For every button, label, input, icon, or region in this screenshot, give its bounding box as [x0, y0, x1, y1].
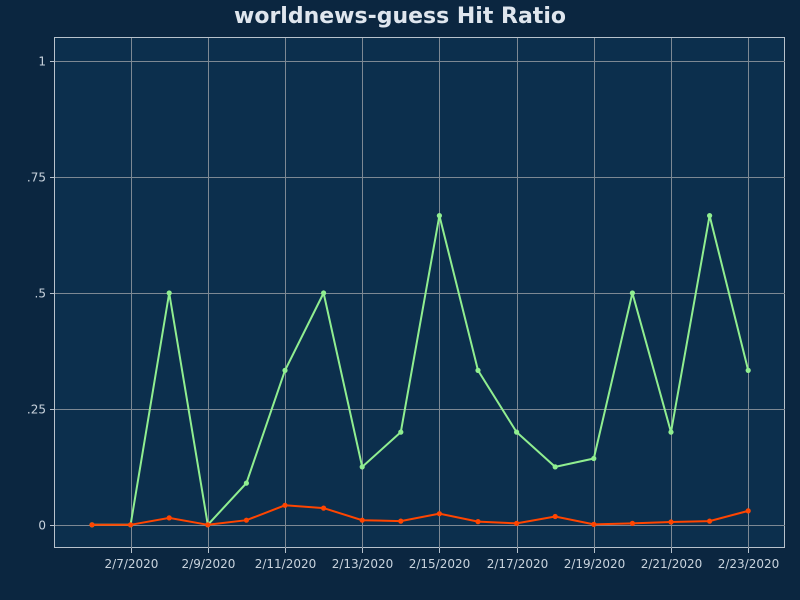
data-point-2	[128, 522, 134, 528]
data-point-2	[745, 508, 751, 514]
data-point-2	[668, 519, 674, 525]
x-tick-label: 2/15/2020	[409, 557, 471, 571]
x-tick-label: 2/7/2020	[105, 557, 159, 571]
y-tick-label: 0	[38, 519, 46, 533]
x-tick-label: 2/11/2020	[255, 557, 317, 571]
x-tick-label: 2/9/2020	[182, 557, 236, 571]
data-point-1	[591, 455, 597, 462]
data-point-2	[321, 505, 327, 511]
data-point-1	[552, 464, 558, 470]
data-point-1	[514, 429, 520, 435]
data-point-2	[552, 513, 558, 520]
data-point-1	[166, 290, 172, 296]
data-point-2	[436, 511, 442, 517]
data-point-1	[745, 367, 751, 373]
data-point-1	[707, 213, 713, 219]
y-tick-label: .75	[27, 171, 46, 185]
y-tick-label: .25	[27, 403, 46, 417]
data-point-2	[514, 520, 520, 527]
data-point-2	[398, 518, 404, 524]
chart-title: worldnews-guess Hit Ratio	[234, 4, 566, 29]
data-point-2	[89, 522, 95, 528]
data-point-2	[629, 520, 636, 527]
data-point-1	[282, 367, 288, 373]
x-tick-label: 2/21/2020	[641, 557, 703, 571]
data-point-1	[436, 213, 442, 219]
x-tick-label: 2/23/2020	[718, 557, 780, 571]
data-point-1	[321, 290, 327, 296]
data-point-2	[166, 515, 172, 521]
data-point-1	[243, 480, 249, 486]
data-point-1	[398, 429, 404, 435]
series-group	[89, 213, 751, 528]
data-point-2	[243, 517, 249, 523]
data-point-1	[668, 429, 674, 435]
data-point-2	[591, 521, 597, 528]
y-tick-label: .5	[35, 287, 46, 301]
plot-area	[54, 37, 785, 548]
x-tick-label: 2/13/2020	[332, 557, 394, 571]
series-line-1	[92, 215, 750, 527]
data-point-1	[359, 464, 365, 470]
data-point-2	[205, 522, 211, 528]
x-tick-label: 2/17/2020	[487, 557, 549, 571]
data-point-2	[359, 517, 365, 523]
data-point-2	[282, 502, 288, 508]
data-point-1	[629, 290, 636, 296]
data-point-2	[707, 518, 713, 524]
data-point-1	[475, 367, 481, 373]
axes: 0 .25 .5 .75 1 2/7/2020 2/9/2020 2/11/2020 2/13/…	[27, 55, 779, 572]
grid	[55, 38, 785, 548]
data-point-2	[475, 519, 481, 525]
series-line-2	[92, 504, 749, 526]
y-tick-label: 1	[38, 55, 46, 69]
x-tick-label: 2/19/2020	[564, 557, 626, 571]
